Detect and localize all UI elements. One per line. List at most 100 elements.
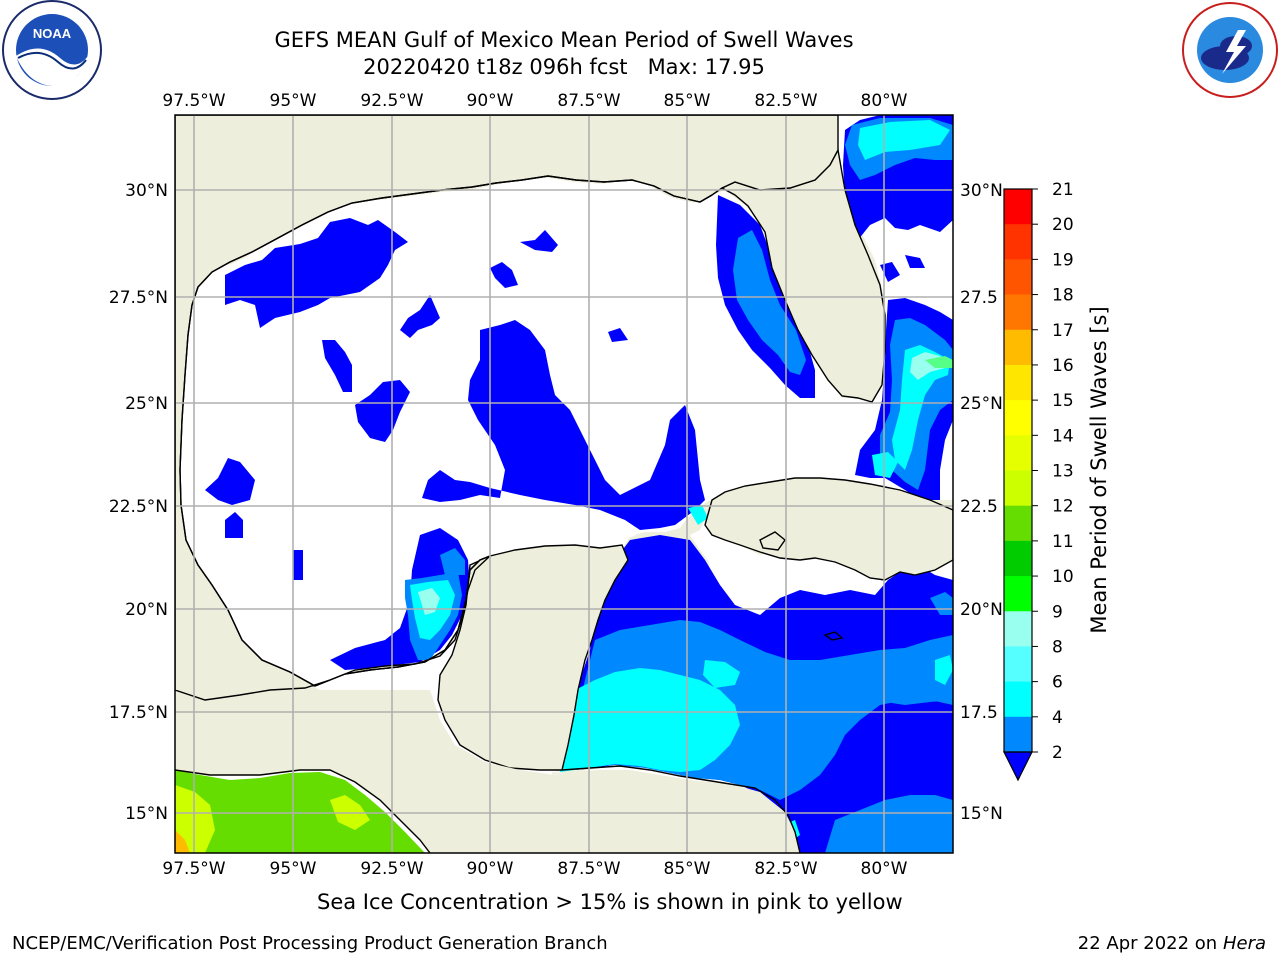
swell-campeche-top bbox=[440, 548, 465, 575]
longitude-label: 95°W bbox=[270, 859, 317, 879]
colorbar-extension bbox=[1003, 751, 1033, 782]
chart-title: GEFS MEAN Gulf of Mexico Mean Period of … bbox=[274, 28, 854, 52]
pacific-yellowgreen-zone bbox=[175, 785, 215, 853]
swell-blue-nw-gulf bbox=[225, 218, 408, 328]
swell-caribbean-east-aqua bbox=[935, 655, 953, 685]
colorbar-segment bbox=[1004, 329, 1032, 366]
machine-name: Hera bbox=[1222, 933, 1266, 954]
colorbar-label: Mean Period of Swell Waves [s] bbox=[1087, 306, 1111, 633]
pacific-ocean bbox=[175, 770, 425, 853]
date-stamp: 22 Apr 2022 on Hera bbox=[1078, 933, 1266, 954]
longitude-label: 90°W bbox=[467, 91, 514, 111]
swell-blue-mid-patch bbox=[322, 340, 352, 392]
latitude-label: 17.5 bbox=[960, 703, 998, 723]
central-america bbox=[175, 680, 800, 853]
longitude-label: 87.5°W bbox=[557, 91, 620, 111]
credit-text: NCEP/EMC/Verification Post Processing Pr… bbox=[12, 933, 608, 954]
gulf-coastline-south bbox=[314, 555, 491, 687]
colorbar-segment bbox=[1004, 294, 1032, 331]
longitude-label: 82.5°W bbox=[754, 91, 817, 111]
latitude-label: 30°N bbox=[125, 181, 168, 201]
colorbar-tick-label: 20 bbox=[1052, 215, 1074, 235]
swell-blue-small-2 bbox=[520, 230, 558, 252]
swell-caribbean-east-cyan bbox=[880, 645, 953, 705]
noaa-logo: NOAA bbox=[2, 0, 102, 100]
latitude-label: 22.5 bbox=[960, 497, 998, 517]
colorbar-tick-label: 21 bbox=[1052, 180, 1074, 200]
swell-blue-west-patch-2 bbox=[225, 512, 243, 538]
national-weather-service-logo bbox=[1182, 2, 1278, 98]
longitude-labels-bottom: 97.5°W 95°W 92.5°W 90°W 87.5°W 85°W 82.5°W 80°W bbox=[162, 859, 907, 879]
colorbar-segment bbox=[1004, 716, 1032, 753]
colorbar-segment bbox=[1004, 470, 1032, 507]
yucatan-peninsula bbox=[437, 544, 629, 771]
swell-atlantic-north-aqua bbox=[858, 120, 950, 160]
cuba-landmass bbox=[704, 477, 953, 581]
latitude-label: 20°N bbox=[960, 600, 1003, 620]
colorbar-segment bbox=[1004, 505, 1032, 542]
swell-blue-central-gulf bbox=[422, 320, 705, 530]
swell-caribbean-aqua bbox=[560, 668, 740, 772]
swell-atlantic-small bbox=[880, 262, 900, 282]
colorbar-tick-label: 17 bbox=[1052, 321, 1074, 341]
longitude-label: 97.5°W bbox=[162, 91, 225, 111]
colorbar-tick-label: 10 bbox=[1052, 567, 1074, 587]
latitude-label: 15°N bbox=[960, 804, 1003, 824]
svg-text:NOAA: NOAA bbox=[33, 26, 72, 41]
colorbar-segment bbox=[1004, 259, 1032, 296]
swell-yucatan-small bbox=[688, 505, 708, 525]
swell-blue-ne-patch bbox=[400, 295, 440, 338]
colorbar-tick-label: 15 bbox=[1052, 391, 1074, 411]
longitude-label: 82.5°W bbox=[754, 859, 817, 879]
isle-of-youth bbox=[759, 531, 786, 551]
chart-subtitle: 20220420 t18z 096h fcst Max: 17.95 bbox=[363, 55, 765, 79]
colorbar-tick-label: 11 bbox=[1052, 532, 1074, 552]
colorbar-tick-label: 9 bbox=[1052, 602, 1063, 622]
latitude-labels-right: 30°N 27.5 25°N 22.5 20°N 17.5 15°N bbox=[960, 181, 1003, 824]
swell-caribbean-aqua-2 bbox=[703, 660, 740, 688]
gulf-coastline bbox=[179, 175, 713, 687]
jamaica bbox=[823, 631, 844, 641]
colorbar-segment bbox=[1004, 540, 1032, 577]
colorbar: 21 20 19 18 17 16 15 14 13 12 11 10 9 8 6 4 2 bbox=[1003, 180, 1074, 782]
colorbar-tick-label: 19 bbox=[1052, 250, 1074, 270]
longitude-label: 87.5°W bbox=[557, 859, 620, 879]
longitude-label: 97.5°W bbox=[162, 859, 225, 879]
central-america-coast bbox=[561, 765, 801, 853]
colorbar-tick-label: 16 bbox=[1052, 356, 1074, 376]
longitude-label: 92.5°W bbox=[360, 91, 423, 111]
longitude-label: 95°W bbox=[270, 91, 317, 111]
colorbar-segment bbox=[1004, 224, 1032, 260]
colorbar-segment bbox=[1004, 364, 1032, 401]
colorbar-segment bbox=[1004, 611, 1032, 647]
swell-blue-small-1 bbox=[490, 262, 518, 288]
colorbar-segment bbox=[1004, 435, 1032, 471]
colorbar-tick-label: 4 bbox=[1052, 708, 1063, 728]
swell-blue-small-3 bbox=[608, 328, 628, 342]
latitude-label: 22.5°N bbox=[109, 497, 168, 517]
latitude-labels-left: 30°N 27.5°N 25°N 22.5°N 20°N 17.5°N 15°N bbox=[109, 181, 168, 824]
date-text: 22 Apr 2022 on bbox=[1077, 933, 1223, 954]
swell-florida-east-green bbox=[925, 356, 953, 368]
colorbar-segment bbox=[1004, 681, 1032, 718]
longitude-label: 85°W bbox=[664, 859, 711, 879]
swell-blue-west-patch bbox=[205, 458, 255, 505]
swell-cuba-cyan bbox=[872, 452, 898, 478]
colorbar-tick-label: 14 bbox=[1052, 426, 1074, 446]
swell-blue-mid-patch-2 bbox=[355, 380, 410, 442]
latitude-label: 27.5°N bbox=[109, 288, 168, 308]
colorbar-tick-label: 12 bbox=[1052, 497, 1074, 517]
longitude-label: 80°W bbox=[861, 91, 908, 111]
colorbar-tick-label: 18 bbox=[1052, 286, 1074, 306]
sea-ice-note: Sea Ice Concentration > 15% is shown in … bbox=[317, 890, 903, 914]
colorbar-tick-label: 8 bbox=[1052, 637, 1063, 657]
latitude-label: 30°N bbox=[960, 181, 1003, 201]
latitude-label: 15°N bbox=[125, 804, 168, 824]
swell-atlantic-small-2 bbox=[905, 255, 925, 268]
longitude-labels-top: 97.5°W 95°W 92.5°W 90°W 87.5°W 85°W 82.5°W 80°W bbox=[162, 91, 907, 111]
longitude-label: 90°W bbox=[467, 859, 514, 879]
colorbar-segment bbox=[1004, 646, 1032, 683]
latitude-label: 25°N bbox=[125, 394, 168, 414]
map-plot-area bbox=[175, 115, 953, 853]
swell-florida-west-cyan bbox=[733, 230, 806, 375]
